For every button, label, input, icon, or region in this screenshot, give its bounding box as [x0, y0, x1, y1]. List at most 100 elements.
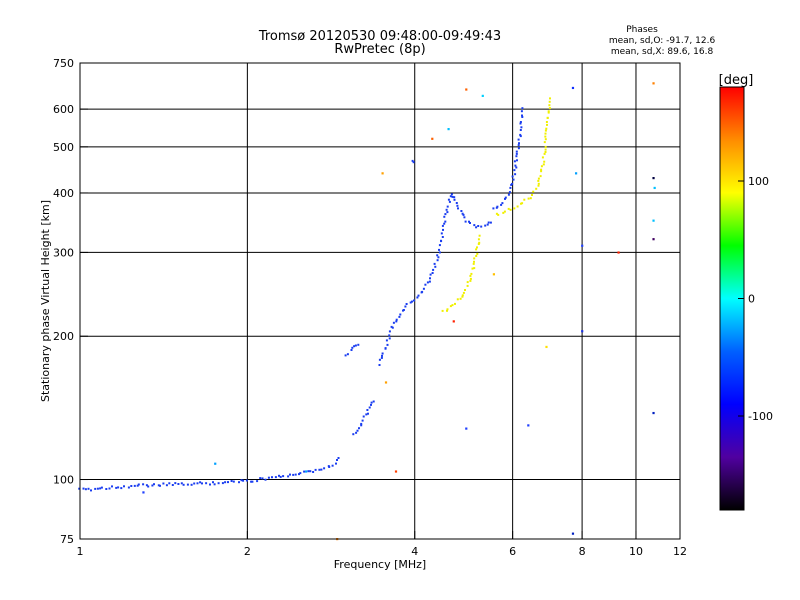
data-point: [352, 433, 355, 436]
data-point: [168, 482, 171, 485]
data-point: [531, 194, 533, 196]
data-point: [521, 107, 524, 110]
data-point: [271, 476, 273, 479]
data-point: [372, 400, 375, 403]
colorbar-ticks: 100 0 -100: [738, 175, 773, 423]
plot-frame: [79, 62, 681, 540]
data-point: [99, 487, 102, 490]
data-point: [162, 482, 165, 485]
data-point: [545, 127, 548, 130]
y-tick-label: 400: [53, 187, 74, 200]
data-point: [353, 345, 356, 348]
data-point: [230, 480, 233, 482]
data-point: [520, 202, 522, 205]
data-point: [456, 298, 459, 301]
data-point: [463, 216, 466, 219]
data-point: [433, 262, 436, 265]
data-point: [390, 325, 393, 328]
data-point: [261, 477, 264, 480]
data-point: [381, 352, 384, 355]
data-point: [484, 224, 487, 227]
data-point: [242, 479, 245, 482]
y-axis-ticks: 75 100 200 300 400 500 600 750: [53, 57, 88, 546]
data-point: [473, 260, 475, 263]
data-point: [489, 221, 492, 224]
data-point: [289, 473, 291, 476]
data-point: [190, 483, 193, 486]
data-point: [165, 484, 168, 487]
data-point: [127, 486, 130, 489]
data-point: [395, 320, 398, 323]
data-point: [537, 177, 540, 180]
data-point: [432, 268, 435, 271]
data-point: [542, 163, 545, 166]
data-point: [217, 482, 220, 485]
data-point: [544, 129, 547, 132]
data-point: [532, 190, 535, 193]
data-point: [464, 220, 467, 223]
data-point: [461, 294, 464, 297]
data-point: [328, 466, 331, 468]
data-point: [466, 281, 469, 284]
data-point: [221, 482, 224, 485]
scatter-point: [492, 273, 496, 276]
data-point: [282, 475, 285, 478]
data-point: [436, 259, 439, 262]
data-point: [436, 254, 439, 257]
data-point: [153, 483, 155, 486]
data-point: [476, 246, 478, 249]
data-point: [358, 427, 360, 430]
scatter-point: [652, 411, 655, 415]
data-point: [309, 470, 312, 473]
data-point: [507, 207, 510, 210]
data-point: [331, 464, 334, 467]
data-point: [212, 481, 214, 484]
data-point: [411, 159, 414, 162]
data-point: [514, 173, 517, 176]
phases-line-x: mean, sd,X: 89.6, 16.8: [611, 47, 714, 57]
data-point: [193, 482, 196, 485]
data-point: [507, 193, 510, 196]
data-point: [398, 315, 401, 318]
data-point: [547, 111, 550, 114]
data-point: [544, 145, 547, 148]
data-point: [318, 468, 321, 471]
y-tick-label: 500: [53, 141, 74, 154]
data-point: [521, 202, 524, 205]
data-point: [470, 272, 473, 275]
scatter-point: [581, 330, 584, 333]
data-point: [515, 166, 518, 169]
data-point: [519, 121, 522, 123]
data-point: [472, 262, 475, 265]
data-point: [478, 234, 481, 237]
data-point: [117, 486, 120, 489]
data-point: [504, 197, 506, 200]
data-point: [182, 483, 185, 486]
data-point: [402, 309, 405, 311]
data-point: [461, 212, 464, 215]
data-point: [256, 480, 259, 483]
data-point: [196, 482, 199, 485]
data-point: [544, 132, 547, 135]
data-point: [462, 213, 465, 216]
data-point: [274, 476, 277, 479]
data-point: [461, 295, 464, 298]
data-point: [429, 277, 431, 280]
data-point: [180, 482, 183, 485]
data-point: [350, 349, 353, 351]
data-point: [544, 148, 547, 151]
data-point: [409, 301, 412, 304]
data-point: [529, 197, 532, 200]
data-point: [365, 413, 368, 416]
data-point: [446, 308, 449, 311]
data-point: [519, 135, 522, 138]
data-point: [438, 248, 440, 251]
x-tick-label: 10: [629, 545, 643, 558]
data-point: [94, 487, 97, 490]
data-point: [544, 151, 547, 153]
phases-title: Phases: [626, 25, 658, 35]
x-tick-label: 1: [77, 545, 84, 558]
data-point: [147, 485, 150, 488]
data-point: [513, 160, 516, 163]
data-point: [440, 232, 443, 235]
